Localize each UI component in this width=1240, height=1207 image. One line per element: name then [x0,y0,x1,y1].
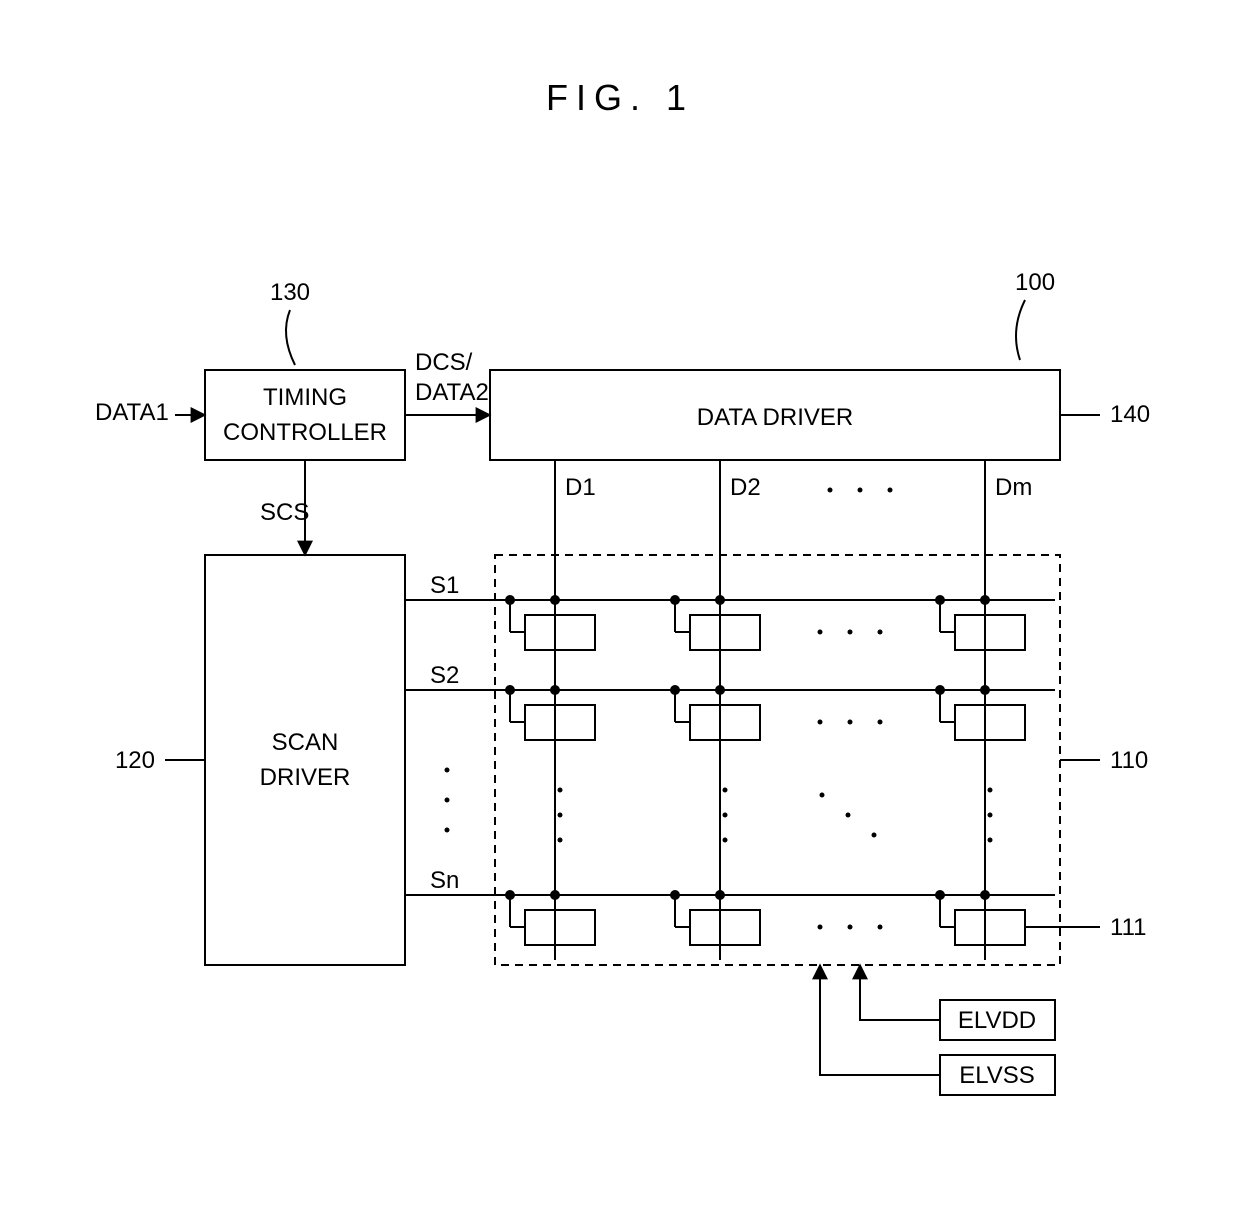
data1-label: DATA1 [95,399,169,426]
scan-driver-label-2: DRIVER [260,764,351,791]
dm-label: Dm [995,474,1032,501]
scs-label: SCS [260,499,309,526]
ref-140: 140 [1110,401,1150,428]
node-sn-d2b [670,890,680,900]
pixel-1-1 [525,615,595,650]
r2-dots-2 [848,720,853,725]
dcs-label-1: DCS/ [415,349,473,376]
node-s1-dmb [935,595,945,605]
c2-dots-1 [723,788,728,793]
node-sn-d1b [505,890,515,900]
mid-dots-1 [820,793,825,798]
d-dots-3 [888,488,893,493]
r2-dots-1 [818,720,823,725]
r1-dots-3 [878,630,883,635]
sn-label: Sn [430,867,459,894]
node-s1-d2b [670,595,680,605]
ref-110: 110 [1110,747,1148,774]
ref-120: 120 [115,747,155,774]
s2-label: S2 [430,662,459,689]
pixel-n-1 [525,910,595,945]
cm-dots-2 [988,813,993,818]
pixel-2-m [955,705,1025,740]
c1-dots-2 [558,813,563,818]
r1-dots-2 [848,630,853,635]
elvdd-path [860,965,940,1020]
data-driver-label: DATA DRIVER [697,404,853,431]
c1-dots-3 [558,838,563,843]
mid-dots-2 [846,813,851,818]
d2-label: D2 [730,474,761,501]
ref-130: 130 [270,279,310,306]
d-dots-2 [858,488,863,493]
pixel-n-m [955,910,1025,945]
node-sn-dmb [935,890,945,900]
pixel-1-2 [690,615,760,650]
pixel-array-box [495,555,1060,965]
elvss-label: ELVSS [959,1062,1035,1089]
ref-100-leader [1016,300,1025,360]
s-dots-1 [445,768,450,773]
rn-dots-2 [848,925,853,930]
dcs-label-2: DATA2 [415,379,489,406]
diagram-svg: FIG. 1 100 TIMING CONTROLLER 130 DATA1 D… [0,0,1240,1202]
scan-driver-box [205,555,405,965]
s1-label: S1 [430,572,459,599]
node-s1-d1b [505,595,515,605]
ref-111: 111 [1110,914,1146,941]
rn-dots-1 [818,925,823,930]
rn-dots-3 [878,925,883,930]
ref-100: 100 [1015,269,1055,296]
s-dots-3 [445,828,450,833]
s-dots-2 [445,798,450,803]
pixel-2-2 [690,705,760,740]
pixel-2-1 [525,705,595,740]
r2-dots-3 [878,720,883,725]
pixel-n-2 [690,910,760,945]
timing-controller-label-2: CONTROLLER [223,419,387,446]
mid-dots-3 [872,833,877,838]
cm-dots-1 [988,788,993,793]
c2-dots-3 [723,838,728,843]
cm-dots-3 [988,838,993,843]
r1-dots-1 [818,630,823,635]
c2-dots-2 [723,813,728,818]
d1-label: D1 [565,474,596,501]
ref-130-leader [286,310,295,365]
pixel-1-m [955,615,1025,650]
node-s2-dmb [935,685,945,695]
c1-dots-1 [558,788,563,793]
scan-driver-label-1: SCAN [272,729,339,756]
elvdd-label: ELVDD [958,1007,1036,1034]
d-dots-1 [828,488,833,493]
node-s2-d1b [505,685,515,695]
timing-controller-label-1: TIMING [263,384,347,411]
figure-title: FIG. 1 [546,77,694,118]
node-s2-d2b [670,685,680,695]
